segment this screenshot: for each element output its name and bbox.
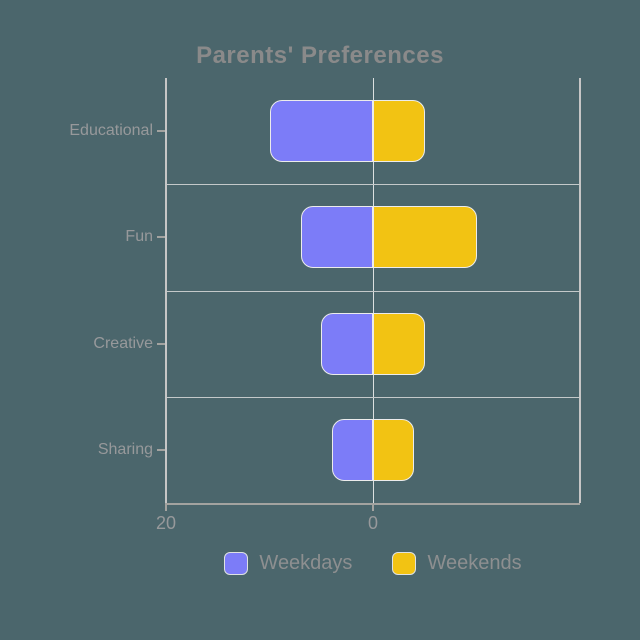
x-tick-0 xyxy=(372,503,374,511)
category-label-fun: Fun xyxy=(125,228,153,246)
category-label-creative: Creative xyxy=(93,334,153,352)
weekends-swatch xyxy=(392,552,417,575)
gridline xyxy=(166,184,580,186)
legend-label-weekdays: Weekdays xyxy=(259,552,353,574)
legend: Weekdays Weekends xyxy=(166,552,580,575)
bar-weekends-fun xyxy=(373,206,477,269)
bar-weekends-educational xyxy=(373,100,425,163)
gridline xyxy=(166,396,580,398)
category-tick xyxy=(157,342,165,345)
x-tick-label-0: 0 xyxy=(367,513,379,533)
category-tick xyxy=(157,236,165,239)
x-tick-label-20: 20 xyxy=(155,513,177,533)
category-tick xyxy=(157,448,165,451)
legend-label-weekends: Weekends xyxy=(427,552,522,574)
category-label-sharing: Sharing xyxy=(97,440,153,458)
weekdays-swatch xyxy=(224,552,249,575)
legend-item-weekdays: Weekdays xyxy=(224,552,352,575)
bar-weekdays-creative xyxy=(321,312,373,375)
bar-weekdays-fun xyxy=(300,206,373,269)
category-tick xyxy=(157,130,165,133)
category-label-educational: Educational xyxy=(69,122,153,140)
plot-left-border xyxy=(165,78,167,503)
bar-weekends-creative xyxy=(373,312,425,375)
gridline xyxy=(166,290,580,292)
chart-title: Parents' Preferences xyxy=(196,42,444,69)
legend-item-weekends: Weekends xyxy=(392,552,522,575)
x-tick-20 xyxy=(165,503,167,511)
bar-weekdays-sharing xyxy=(331,418,373,481)
bar-weekdays-educational xyxy=(269,100,373,163)
bar-weekends-sharing xyxy=(373,418,415,481)
